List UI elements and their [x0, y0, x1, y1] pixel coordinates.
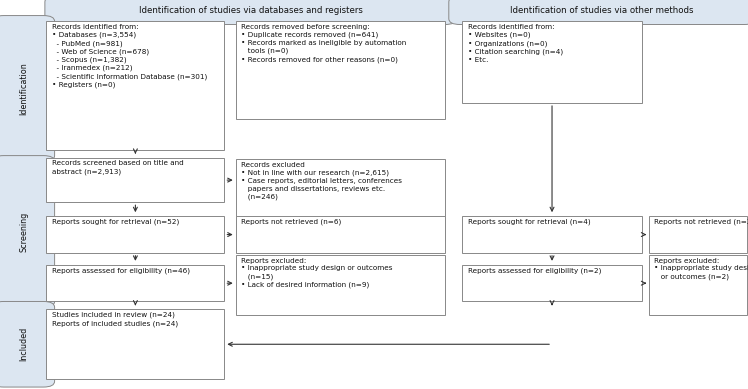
- Bar: [649, 216, 747, 253]
- Text: Identification: Identification: [19, 62, 28, 115]
- Text: Reports assessed for eligibility (n=2): Reports assessed for eligibility (n=2): [468, 267, 601, 274]
- Text: Reports not retrieved (n=6): Reports not retrieved (n=6): [241, 219, 341, 225]
- Text: Records identified from:
• Databases (n=3,554)
  - PubMed (n=981)
  - Web of Sci: Records identified from: • Databases (n=…: [52, 24, 207, 88]
- Bar: [649, 255, 747, 315]
- Bar: [236, 255, 445, 315]
- FancyBboxPatch shape: [0, 16, 55, 161]
- FancyBboxPatch shape: [0, 156, 55, 307]
- Bar: [236, 21, 445, 119]
- Text: Identification of studies via databases and registers: Identification of studies via databases …: [138, 6, 363, 15]
- Text: Identification of studies via other methods: Identification of studies via other meth…: [510, 6, 694, 15]
- Text: Records removed before screening:
• Duplicate records removed (n=641)
• Records : Records removed before screening: • Dupl…: [241, 24, 406, 63]
- Bar: [46, 216, 224, 253]
- Text: Reports excluded:
• Inappropriate study design or outcomes
   (n=15)
• Lack of d: Reports excluded: • Inappropriate study …: [241, 258, 393, 288]
- Text: Reports assessed for eligibility (n=46): Reports assessed for eligibility (n=46): [52, 267, 189, 274]
- Bar: [462, 21, 642, 103]
- Text: Records screened based on title and
abstract (n=2,913): Records screened based on title and abst…: [52, 160, 183, 175]
- Bar: [46, 21, 224, 150]
- Bar: [236, 216, 445, 253]
- FancyBboxPatch shape: [0, 301, 55, 387]
- Text: Reports not retrieved (n=2): Reports not retrieved (n=2): [654, 219, 748, 225]
- Bar: [236, 159, 445, 241]
- Text: Studies included in review (n=24)
Reports of included studies (n=24): Studies included in review (n=24) Report…: [52, 312, 178, 327]
- FancyBboxPatch shape: [449, 0, 748, 25]
- Bar: [462, 216, 642, 253]
- FancyBboxPatch shape: [45, 0, 456, 25]
- Text: Included: Included: [19, 327, 28, 361]
- Text: Reports sought for retrieval (n=4): Reports sought for retrieval (n=4): [468, 219, 590, 225]
- Bar: [46, 158, 224, 202]
- Bar: [46, 265, 224, 301]
- Bar: [46, 309, 224, 379]
- Text: Reports excluded:
• Inappropriate study design
   or outcomes (n=2): Reports excluded: • Inappropriate study …: [654, 258, 748, 280]
- Text: Records identified from:
• Websites (n=0)
• Organizations (n=0)
• Citation searc: Records identified from: • Websites (n=0…: [468, 24, 562, 63]
- Text: Records excluded
• Not in line with our research (n=2,615)
• Case reports, edito: Records excluded • Not in line with our …: [241, 162, 402, 200]
- Bar: [462, 265, 642, 301]
- Text: Screening: Screening: [19, 211, 28, 252]
- Text: Reports sought for retrieval (n=52): Reports sought for retrieval (n=52): [52, 219, 179, 225]
